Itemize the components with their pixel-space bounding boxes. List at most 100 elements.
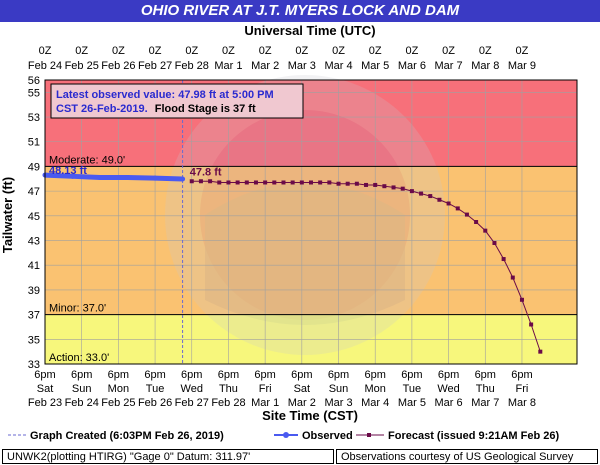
forecast-point xyxy=(400,186,405,191)
top-tick-time: 0Z xyxy=(259,45,272,57)
observed-point xyxy=(180,176,186,182)
forecast-point xyxy=(309,180,313,185)
x-tick-label-date: Mar 5 xyxy=(398,397,426,409)
forecast-point xyxy=(327,180,332,185)
forecast-point xyxy=(391,185,396,190)
x-tick-label-date: Mar 3 xyxy=(324,397,352,409)
legend-graph-created: Graph Created (6:03PM Feb 26, 2019) xyxy=(30,430,224,442)
top-tick-time: 0Z xyxy=(332,45,345,57)
x-tick-label-time: 6pm xyxy=(181,369,202,381)
y-tick-label: 43 xyxy=(28,236,40,248)
top-tick-date: Feb 25 xyxy=(65,60,99,72)
forecast-point xyxy=(299,180,304,185)
top-tick-date: Mar 6 xyxy=(398,60,426,72)
annotation-line-2b: Flood Stage is 37 ft xyxy=(155,103,256,115)
x-tick-label-day: Tue xyxy=(403,383,422,395)
top-tick-time: 0Z xyxy=(112,45,125,57)
forecast-point xyxy=(345,181,350,186)
forecast-point xyxy=(419,191,424,196)
y-tick-label: 37 xyxy=(28,310,40,322)
legend-forecast: Forecast (issued 9:21AM Feb 26) xyxy=(388,430,560,442)
top-tick-date: Mar 2 xyxy=(251,60,279,72)
top-tick-time: 0Z xyxy=(442,45,455,57)
forecast-point xyxy=(437,197,442,202)
forecast-point xyxy=(538,349,543,354)
top-axis-title: Universal Time (UTC) xyxy=(244,23,375,38)
y-tick-label: 35 xyxy=(28,334,40,346)
forecast-point xyxy=(281,180,286,185)
x-tick-label-day: Sun xyxy=(329,383,349,395)
forecast-point xyxy=(510,275,515,280)
top-tick-date: Feb 27 xyxy=(138,60,172,72)
threshold-label-action: Action: 33.0' xyxy=(49,352,109,364)
forecast-point xyxy=(235,180,240,185)
top-tick-date: Feb 26 xyxy=(101,60,135,72)
legend: Graph Created (6:03PM Feb 26, 2019) Obse… xyxy=(0,427,600,443)
top-tick-date: Mar 4 xyxy=(324,60,352,72)
annotation-line-2a: CST 26-Feb-2019. xyxy=(56,103,148,115)
x-tick-label-day: Fri xyxy=(516,383,529,395)
forecast-point xyxy=(455,206,460,211)
x-tick-label-day: Sun xyxy=(72,383,92,395)
legend-observed-marker xyxy=(283,432,289,438)
forecast-point xyxy=(244,180,249,185)
chart-title: OHIO RIVER AT J.T. MYERS LOCK AND DAM xyxy=(0,0,600,22)
x-tick-label-day: Wed xyxy=(437,383,459,395)
plot-border xyxy=(44,79,578,365)
annotation-line-1: Latest observed value: 47.98 ft at 5:00 … xyxy=(56,89,274,101)
forecast-point xyxy=(226,180,231,185)
y-tick-label: 49 xyxy=(28,161,40,173)
x-tick-label-date: Feb 27 xyxy=(175,397,209,409)
x-tick-label-day: Tue xyxy=(146,383,165,395)
forecast-point xyxy=(492,240,497,245)
top-tick-time: 0Z xyxy=(295,45,308,57)
forecast-point xyxy=(428,194,433,199)
top-tick-time: 0Z xyxy=(185,45,198,57)
x-tick-label-day: Wed xyxy=(181,383,203,395)
observed-value-label: 48.13 ft xyxy=(49,165,87,177)
forecast-point xyxy=(189,179,194,184)
top-tick-time: 0Z xyxy=(479,45,492,57)
bottom-axis-title: Site Time (CST) xyxy=(262,408,358,423)
forecast-point xyxy=(198,179,203,184)
forecast-point xyxy=(373,182,378,187)
x-tick-label-day: Mon xyxy=(365,383,386,395)
observed-point xyxy=(125,175,131,181)
top-tick-time: 0Z xyxy=(369,45,382,57)
forecast-point xyxy=(354,181,359,186)
top-tick-date: Mar 3 xyxy=(288,60,316,72)
forecast-point xyxy=(501,257,506,262)
y-tick-label: 47 xyxy=(28,186,40,198)
x-tick-label-time: 6pm xyxy=(254,369,275,381)
forecast-point xyxy=(272,180,277,185)
x-tick-label-date: Mar 2 xyxy=(288,397,316,409)
forecast-point xyxy=(208,179,213,184)
y-tick-label: 55 xyxy=(28,87,40,99)
x-tick-label-day: Mon xyxy=(108,383,129,395)
forecast-point xyxy=(474,220,479,224)
observed-point xyxy=(97,175,103,181)
top-tick-date: Mar 9 xyxy=(508,60,536,72)
y-tick-label: 53 xyxy=(28,112,40,124)
top-tick-date: Mar 7 xyxy=(435,60,463,72)
forecast-point xyxy=(409,189,414,194)
forecast-point xyxy=(217,180,222,185)
x-tick-label-time: 6pm xyxy=(144,369,165,381)
observed-line xyxy=(44,172,183,182)
x-tick-label-date: Feb 26 xyxy=(138,397,172,409)
svg-text:CST 26-Feb-2019. Flood S: CST 26-Feb-2019. Flood Stage is 37 ft xyxy=(56,103,256,115)
top-tick-date: Mar 5 xyxy=(361,60,389,72)
top-tick-time: 0Z xyxy=(75,45,88,57)
top-tick-date: Feb 28 xyxy=(175,60,209,72)
x-tick-label-day: Fri xyxy=(259,383,272,395)
threshold-label-minor: Minor: 37.0' xyxy=(49,303,106,315)
top-tick-time: 0Z xyxy=(516,45,529,57)
x-tick-label-date: Mar 1 xyxy=(251,397,279,409)
forecast-point xyxy=(364,182,369,187)
x-tick-label-date: Mar 8 xyxy=(508,397,536,409)
x-tick-label-time: 6pm xyxy=(438,369,459,381)
x-tick-label-date: Mar 4 xyxy=(361,397,389,409)
forecast-point xyxy=(290,180,295,185)
y-axis-title: Tailwater (ft) xyxy=(0,177,15,253)
annotation-box: Latest observed value: 47.98 ft at 5:00 … xyxy=(50,83,304,119)
